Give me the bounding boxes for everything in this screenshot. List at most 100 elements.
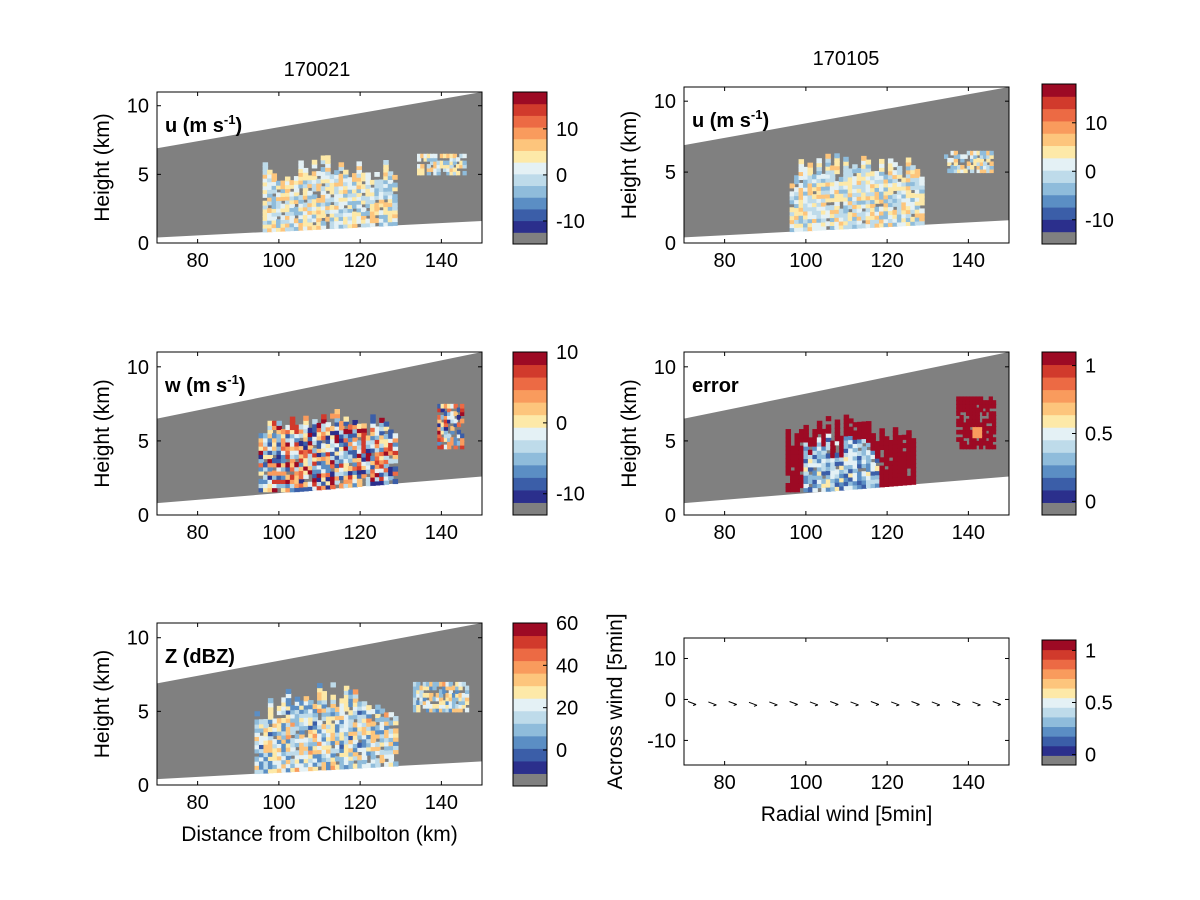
x-tick-label: 120 xyxy=(343,522,376,544)
echo-cell xyxy=(953,161,958,166)
echo-cell xyxy=(290,725,296,731)
echo-cell xyxy=(258,760,265,766)
echo-cell xyxy=(392,445,399,451)
echo-cell xyxy=(294,474,300,480)
x-tick-label: 140 xyxy=(425,522,458,544)
echo-cell xyxy=(334,170,340,176)
echo-cell xyxy=(357,722,363,728)
echo-cell xyxy=(825,193,831,199)
echo-cell xyxy=(316,213,322,219)
echo-cell xyxy=(281,722,287,728)
echo-cell xyxy=(825,185,831,191)
echo-cell xyxy=(348,701,354,708)
echo-cell xyxy=(271,181,278,186)
echo-cell xyxy=(807,453,814,460)
echo-cell xyxy=(356,161,362,167)
echo-cell xyxy=(830,473,836,479)
echo-cell xyxy=(879,174,885,180)
echo-cell xyxy=(330,731,336,737)
echo-cell xyxy=(798,458,805,464)
echo-cell xyxy=(452,157,457,162)
echo-cell xyxy=(991,429,997,435)
echo-cell xyxy=(267,441,273,447)
echo-cell xyxy=(450,429,455,435)
echo-cell xyxy=(339,470,345,477)
echo-cell xyxy=(866,458,872,464)
echo-cell xyxy=(299,717,305,723)
echo-cell xyxy=(388,736,395,743)
echo-cell xyxy=(953,168,958,174)
echo-cell xyxy=(976,157,981,163)
echo-cell xyxy=(321,765,327,771)
x-tick-label: 80 xyxy=(187,250,209,272)
echo-cell xyxy=(857,421,863,427)
echo-cell xyxy=(959,403,964,409)
y-axis-label: Height (km) xyxy=(91,650,114,759)
echo-cell xyxy=(334,735,341,741)
echo-cell xyxy=(843,414,850,420)
echo-cell xyxy=(816,193,822,199)
echo-cell xyxy=(861,159,867,165)
echo-cell xyxy=(361,460,367,466)
colorbar-tick-label: 20 xyxy=(556,698,578,720)
echo-cell xyxy=(321,699,327,705)
echo-cell xyxy=(361,754,368,760)
echo-cell xyxy=(953,165,958,170)
echo-cell xyxy=(298,198,304,204)
echo-cell xyxy=(432,696,437,702)
echo-cell xyxy=(312,485,318,491)
echo-cell xyxy=(861,429,867,435)
echo-cell xyxy=(462,153,467,159)
echo-cell xyxy=(370,742,377,748)
echo-cell xyxy=(267,433,273,439)
echo-cell xyxy=(892,452,899,458)
colorbar-swatch xyxy=(513,173,547,187)
echo-cell xyxy=(330,484,336,490)
echo-cell xyxy=(320,197,327,203)
echo-cell xyxy=(294,462,300,468)
echo-cell xyxy=(262,227,269,233)
echo-cell xyxy=(883,190,889,196)
echo-cell xyxy=(798,190,805,196)
echo-cell xyxy=(887,178,894,184)
echo-cell xyxy=(825,478,832,484)
echo-cell xyxy=(811,178,818,184)
echo-cell xyxy=(412,707,418,713)
echo-cell xyxy=(352,428,358,434)
echo-cell xyxy=(343,759,350,766)
echo-cell xyxy=(321,434,327,441)
echo-cell xyxy=(388,757,395,763)
echo-cell xyxy=(874,465,881,472)
echo-cell xyxy=(339,425,345,431)
echo-cell xyxy=(816,197,822,203)
echo-cell xyxy=(874,470,881,476)
echo-cell xyxy=(789,195,796,201)
echo-cell xyxy=(311,175,318,181)
echo-cell xyxy=(263,743,269,749)
echo-cell xyxy=(865,183,872,189)
echo-cell xyxy=(326,752,332,758)
echo-cell xyxy=(870,183,876,189)
echo-cell xyxy=(352,697,359,703)
echo-cell xyxy=(365,481,372,487)
echo-cell xyxy=(789,207,796,213)
echo-cell xyxy=(267,219,273,225)
echo-cell xyxy=(374,202,380,208)
echo-cell xyxy=(905,205,912,211)
echo-cell xyxy=(302,214,309,219)
echo-cell xyxy=(374,430,381,436)
echo-cell xyxy=(798,214,805,220)
echo-cell xyxy=(294,750,301,756)
echo-cell xyxy=(452,153,457,159)
y-tick-label: 10 xyxy=(127,628,149,650)
echo-cell xyxy=(329,224,336,230)
echo-cell xyxy=(262,200,269,206)
echo-cell xyxy=(343,169,349,175)
echo-cell xyxy=(883,452,890,458)
echo-cell xyxy=(883,210,889,216)
echo-cell xyxy=(947,157,952,163)
echo-cell xyxy=(263,449,269,455)
echo-cell xyxy=(843,180,849,186)
echo-cell xyxy=(388,753,395,759)
echo-cell xyxy=(267,420,273,426)
